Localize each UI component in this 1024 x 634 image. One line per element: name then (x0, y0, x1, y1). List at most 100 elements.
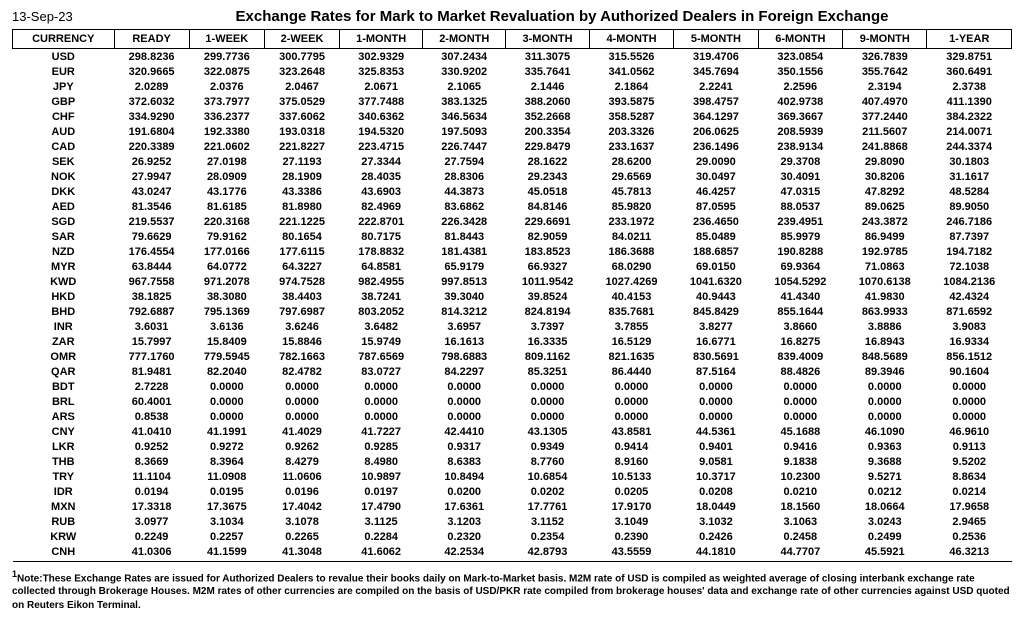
rate-value: 87.7397 (927, 229, 1012, 244)
rate-value: 27.3344 (340, 154, 423, 169)
rate-value: 322.0875 (189, 64, 264, 79)
rate-value: 0.0214 (927, 484, 1012, 499)
rate-value: 848.5689 (843, 349, 927, 364)
rate-value: 16.3335 (506, 334, 590, 349)
rate-value: 28.6200 (589, 154, 673, 169)
rate-value: 208.5939 (758, 124, 842, 139)
rate-value: 2.1864 (589, 79, 673, 94)
currency-code: CAD (13, 139, 115, 154)
table-row: THB8.36698.39648.42798.49808.63838.77608… (13, 454, 1012, 469)
currency-code: RUB (13, 514, 115, 529)
rate-value: 0.0000 (843, 409, 927, 424)
rate-value: 43.5559 (589, 544, 673, 561)
column-header: 1-YEAR (927, 30, 1012, 49)
rate-value: 0.0000 (843, 394, 927, 409)
table-row: MYR63.844464.077264.322764.858165.917966… (13, 259, 1012, 274)
rate-value: 46.3213 (927, 544, 1012, 561)
rate-value: 44.1810 (674, 544, 758, 561)
rate-value: 335.7641 (506, 64, 590, 79)
rate-value: 221.0602 (189, 139, 264, 154)
rate-value: 298.8236 (114, 49, 189, 65)
rate-value: 824.8194 (506, 304, 590, 319)
rate-value: 792.6887 (114, 304, 189, 319)
rate-value: 15.8846 (264, 334, 339, 349)
rate-value: 27.9947 (114, 169, 189, 184)
rate-value: 0.0000 (264, 394, 339, 409)
rate-value: 821.1635 (589, 349, 673, 364)
table-header: CURRENCYREADY1-WEEK2-WEEK1-MONTH2-MONTH3… (13, 30, 1012, 49)
rate-value: 39.3040 (423, 289, 506, 304)
rate-value: 42.4410 (423, 424, 506, 439)
rate-value: 0.0000 (927, 394, 1012, 409)
rate-value: 0.0000 (423, 409, 506, 424)
rate-value: 299.7736 (189, 49, 264, 65)
rate-value: 239.4951 (758, 214, 842, 229)
rates-table: CURRENCYREADY1-WEEK2-WEEK1-MONTH2-MONTH3… (12, 29, 1012, 562)
rate-value: 0.0000 (340, 394, 423, 409)
rate-value: 782.1663 (264, 349, 339, 364)
rate-value: 87.0595 (674, 199, 758, 214)
rate-value: 0.8538 (114, 409, 189, 424)
currency-code: GBP (13, 94, 115, 109)
rate-value: 82.4969 (340, 199, 423, 214)
rate-value: 0.2426 (674, 529, 758, 544)
table-row: SAR79.662979.916280.165480.717581.844382… (13, 229, 1012, 244)
rate-value: 222.8701 (340, 214, 423, 229)
rate-value: 777.1760 (114, 349, 189, 364)
rate-value: 325.8353 (340, 64, 423, 79)
rate-value: 2.0671 (340, 79, 423, 94)
rate-value: 28.1909 (264, 169, 339, 184)
rate-value: 44.7707 (758, 544, 842, 561)
rate-value: 355.7642 (843, 64, 927, 79)
rate-value: 982.4955 (340, 274, 423, 289)
rate-value: 15.7997 (114, 334, 189, 349)
rate-value: 8.8634 (927, 469, 1012, 484)
rate-value: 79.6629 (114, 229, 189, 244)
table-row: NZD176.4554177.0166177.6115178.8832181.4… (13, 244, 1012, 259)
rate-value: 0.0000 (189, 394, 264, 409)
rate-value: 176.4554 (114, 244, 189, 259)
rate-value: 345.7694 (674, 64, 758, 79)
rate-value: 41.7227 (340, 424, 423, 439)
table-row: INR3.60313.61363.62463.64823.69573.73973… (13, 319, 1012, 334)
rate-value: 9.5271 (843, 469, 927, 484)
rate-value: 855.1644 (758, 304, 842, 319)
rate-value: 971.2078 (189, 274, 264, 289)
rate-value: 17.7761 (506, 499, 590, 514)
rate-value: 17.9170 (589, 499, 673, 514)
rate-value: 86.9499 (843, 229, 927, 244)
rate-value: 48.5284 (927, 184, 1012, 199)
rate-value: 323.2648 (264, 64, 339, 79)
rate-value: 3.1049 (589, 514, 673, 529)
rate-value: 68.0290 (589, 259, 673, 274)
report-date: 13-Sep-23 (12, 9, 112, 24)
table-row: DKK43.024743.177643.338643.690344.387345… (13, 184, 1012, 199)
rate-value: 64.3227 (264, 259, 339, 274)
rate-value: 80.1654 (264, 229, 339, 244)
column-header: READY (114, 30, 189, 49)
rate-value: 2.0376 (189, 79, 264, 94)
rate-value: 211.5607 (843, 124, 927, 139)
rate-value: 81.3546 (114, 199, 189, 214)
currency-code: KRW (13, 529, 115, 544)
rate-value: 38.4403 (264, 289, 339, 304)
rate-value: 82.2040 (189, 364, 264, 379)
rate-value: 41.1991 (189, 424, 264, 439)
rate-value: 16.5129 (589, 334, 673, 349)
table-row: MXN17.331817.367517.404217.479017.636117… (13, 499, 1012, 514)
rate-value: 0.0197 (340, 484, 423, 499)
rate-value: 835.7681 (589, 304, 673, 319)
table-row: BRL60.40010.00000.00000.00000.00000.0000… (13, 394, 1012, 409)
currency-code: SGD (13, 214, 115, 229)
currency-code: BRL (13, 394, 115, 409)
rate-value: 197.5093 (423, 124, 506, 139)
table-row: TRY11.110411.090811.060610.989710.849410… (13, 469, 1012, 484)
rate-value: 1070.6138 (843, 274, 927, 289)
rate-value: 85.9820 (589, 199, 673, 214)
rate-value: 85.0489 (674, 229, 758, 244)
rate-value: 8.6383 (423, 454, 506, 469)
rate-value: 10.8494 (423, 469, 506, 484)
rate-value: 47.0315 (758, 184, 842, 199)
rate-value: 16.8275 (758, 334, 842, 349)
column-header: 6-MONTH (758, 30, 842, 49)
